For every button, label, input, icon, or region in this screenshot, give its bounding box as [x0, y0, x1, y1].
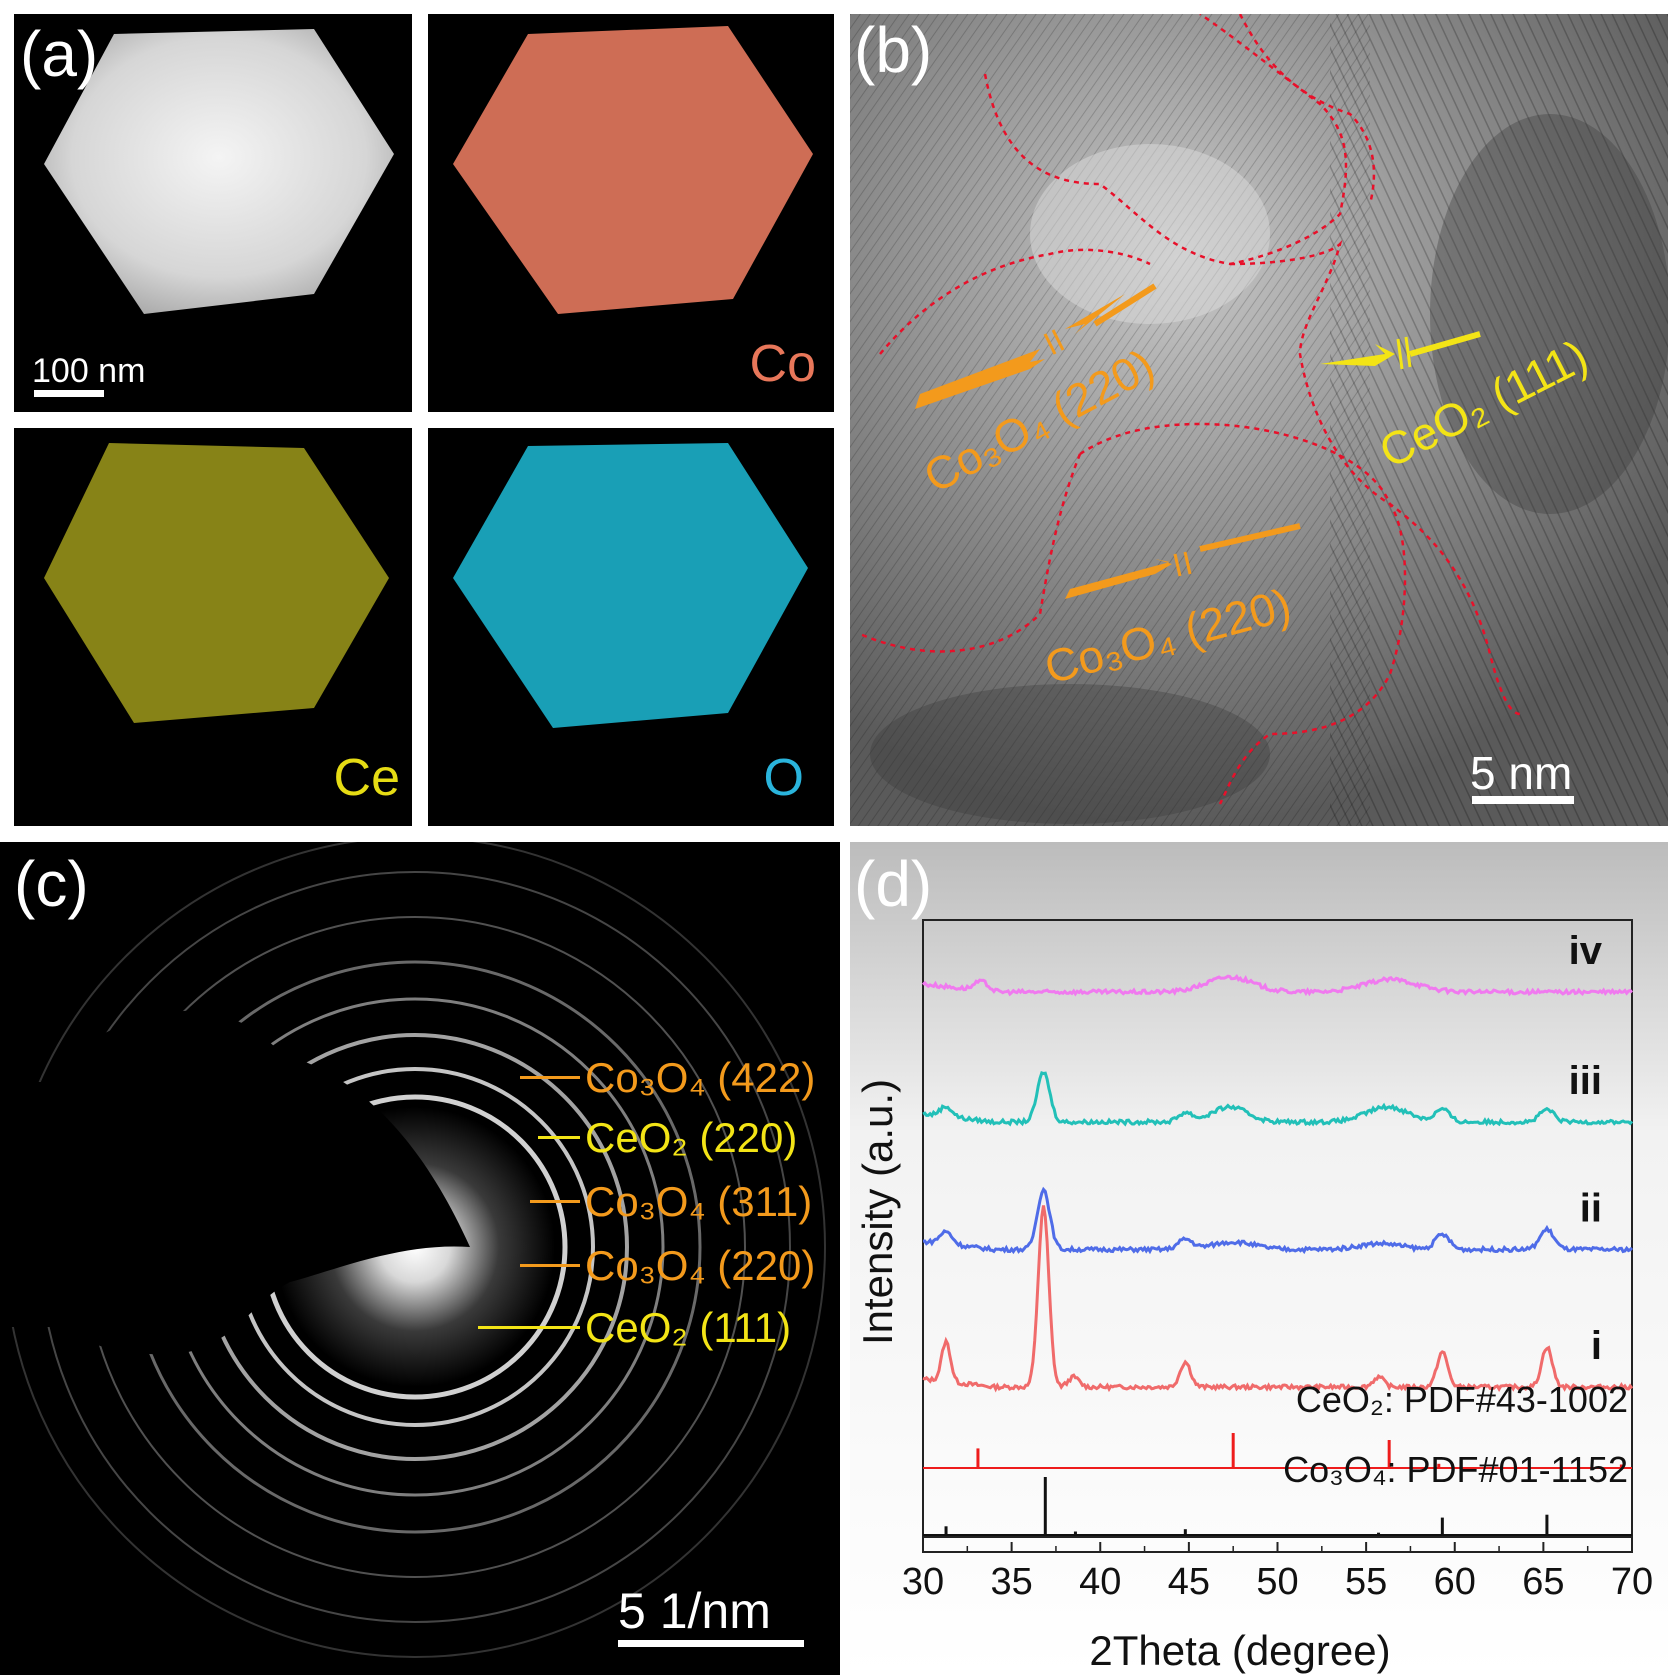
series-label-i: i [1591, 1324, 1602, 1368]
panel-d-label: (d) [854, 848, 933, 920]
x-tick-label: 35 [990, 1561, 1032, 1603]
grain-boundaries [859, 14, 1521, 805]
panel-c-label: (c) [14, 848, 89, 920]
x-tick-label: 30 [902, 1561, 944, 1603]
co-hexagon-map [453, 26, 813, 314]
hrtem-micrograph: Co₃O₄ (220) Co₃O₄ (220) CeO₂ (111) [850, 14, 1668, 826]
panel-a-o-map: O [428, 428, 834, 826]
scale-bar-label: 5 1/nm [618, 1583, 771, 1639]
ring-label-co3o4-422: Co₃O₄ (422) [585, 1054, 816, 1101]
panel-d-xrd-chart: i ii iii iv CeO₂: PDF#43-1002 Co₃O₄: PDF#01-… [850, 842, 1668, 1675]
fringe-arrows [915, 283, 1481, 599]
scale-bar-label: 100 nm [32, 352, 146, 390]
panel-b-label: (b) [854, 14, 933, 86]
series-line-ii [922, 1186, 1634, 1255]
ring-label-ceo2-111: CeO₂ (111) [585, 1304, 792, 1351]
panel-a-label: (a) [20, 18, 99, 90]
diffraction-rings [0, 842, 826, 1658]
panel-a-haadf-image: (a) 100 nm [14, 14, 412, 412]
ring-label-ceo2-220: CeO₂ (220) [585, 1114, 798, 1161]
x-tick-label: 45 [1168, 1561, 1210, 1603]
scale-bar [34, 390, 104, 397]
beam-stopper [0, 1010, 470, 1355]
scale-bar-label: 5 nm [1470, 747, 1573, 799]
reference-0: CeO₂: PDF#43-1002 [923, 1379, 1632, 1469]
panel-a-co-map: Co [428, 14, 834, 412]
ce-element-label: Ce [333, 749, 400, 807]
scale-bar [1472, 796, 1574, 804]
panel-a-ce-map: Ce [14, 428, 412, 826]
x-tick-label: 50 [1256, 1561, 1298, 1603]
x-tick-label: 55 [1345, 1561, 1387, 1603]
x-axis-ticks: 30 35 40 45 50 55 60 65 70 [902, 1542, 1653, 1603]
reference-patterns: CeO₂: PDF#43-1002 Co₃O₄: PDF#01-1152 [923, 1379, 1632, 1536]
series-label-iv: iv [1569, 929, 1603, 973]
reference-label: Co₃O₄: PDF#01-1152 [1283, 1449, 1628, 1490]
panel-b-hrtem-image: Co₃O₄ (220) Co₃O₄ (220) CeO₂ (111) (b) 5… [850, 14, 1668, 826]
x-tick-label: 70 [1611, 1561, 1653, 1603]
haadf-hexagon-particle [44, 29, 394, 314]
series-line-iv [921, 974, 1634, 997]
series-line-iii [922, 1070, 1634, 1127]
x-tick-label: 65 [1522, 1561, 1564, 1603]
x-tick-label: 60 [1434, 1561, 1476, 1603]
ring-label-co3o4-311: Co₃O₄ (311) [585, 1178, 813, 1225]
reference-1: Co₃O₄: PDF#01-1152 [923, 1449, 1632, 1536]
x-tick-label: 40 [1079, 1561, 1121, 1603]
series-label-iii: iii [1569, 1059, 1602, 1103]
series-label-ii: ii [1580, 1187, 1602, 1231]
scale-bar [618, 1640, 804, 1647]
reference-label: CeO₂: PDF#43-1002 [1296, 1379, 1628, 1420]
o-element-label: O [763, 749, 804, 807]
panel-c-saed-pattern: (c) Co₃O₄ (422) CeO₂ (220) Co₃O₄ (311) C… [0, 842, 840, 1675]
o-hexagon-map [453, 443, 808, 728]
series-line-i [922, 1205, 1634, 1393]
ring-label-co3o4-220: Co₃O₄ (220) [585, 1242, 816, 1289]
x-axis-label: 2Theta (degree) [1089, 1627, 1390, 1674]
y-axis-label: Intensity (a.u.) [854, 1079, 901, 1345]
co-element-label: Co [749, 335, 816, 393]
ce-hexagon-map [44, 443, 389, 723]
